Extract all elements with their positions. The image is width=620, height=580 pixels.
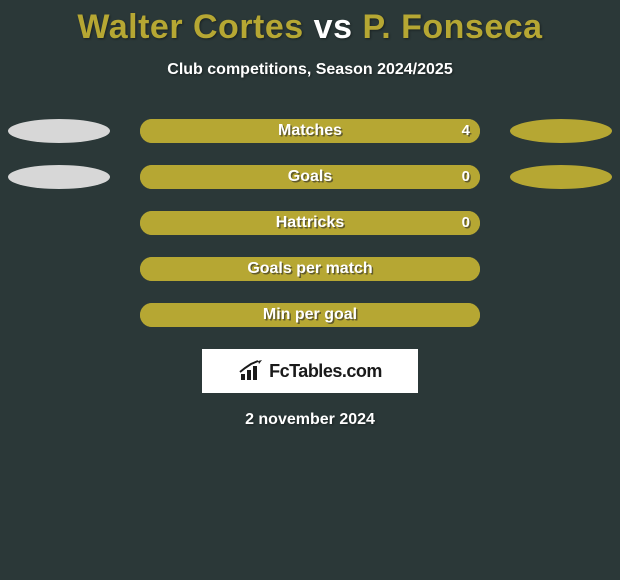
bar-fill-player2 bbox=[140, 165, 480, 189]
stat-bar bbox=[140, 211, 480, 235]
logo-text: FcTables.com bbox=[269, 361, 382, 382]
player2-ellipse bbox=[510, 165, 612, 189]
player1-ellipse bbox=[8, 119, 110, 143]
stat-row: Goals0 bbox=[0, 165, 620, 189]
date-text: 2 november 2024 bbox=[0, 411, 620, 429]
comparison-title: Walter Cortes vs P. Fonseca bbox=[0, 0, 620, 47]
bar-fill-player2 bbox=[140, 211, 480, 235]
bar-fill-player2 bbox=[140, 257, 480, 281]
stat-bar bbox=[140, 303, 480, 327]
player1-name: Walter Cortes bbox=[77, 8, 303, 46]
stat-bar bbox=[140, 257, 480, 281]
fctables-logo: FcTables.com bbox=[202, 349, 418, 393]
player1-ellipse bbox=[8, 165, 110, 189]
player2-ellipse bbox=[510, 119, 612, 143]
stat-row: Hattricks0 bbox=[0, 211, 620, 235]
vs-text: vs bbox=[314, 8, 353, 46]
bar-fill-player2 bbox=[140, 119, 480, 143]
stat-bar bbox=[140, 119, 480, 143]
stat-row: Goals per match bbox=[0, 257, 620, 281]
stat-row: Min per goal bbox=[0, 303, 620, 327]
stats-container: Matches4 Goals0 Hattricks0 Goals per match M… bbox=[0, 119, 620, 327]
stat-row: Matches4 bbox=[0, 119, 620, 143]
player2-name: P. Fonseca bbox=[362, 8, 542, 46]
subtitle: Club competitions, Season 2024/2025 bbox=[0, 61, 620, 79]
chart-icon bbox=[238, 360, 264, 382]
stat-bar bbox=[140, 165, 480, 189]
bar-fill-player2 bbox=[140, 303, 480, 327]
